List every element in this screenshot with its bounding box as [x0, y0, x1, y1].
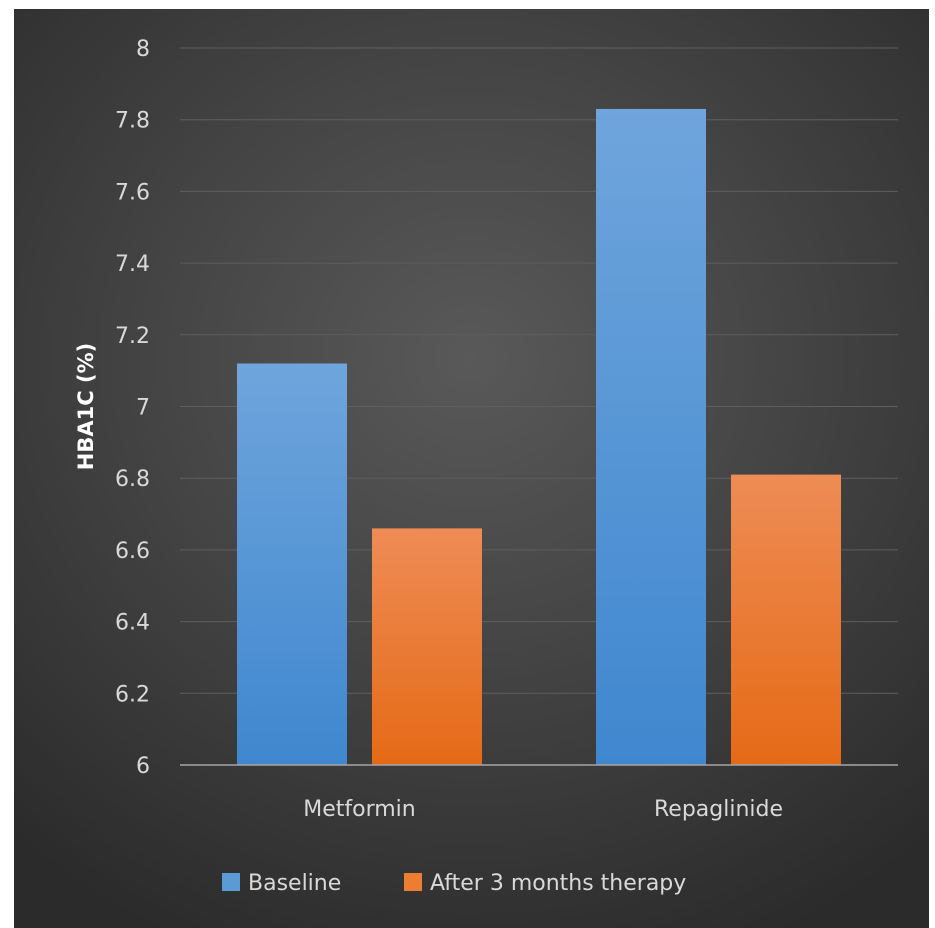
- y-tick-label: 7.4: [115, 252, 150, 277]
- legend-swatch: [404, 873, 422, 891]
- x-category-label: Metformin: [303, 797, 416, 822]
- legend-label: Baseline: [248, 871, 341, 896]
- x-axis-categories: Metformin Repaglinide: [303, 797, 783, 822]
- y-axis-label: HBA1C (%): [74, 343, 98, 470]
- y-tick-label: 8: [136, 37, 150, 62]
- y-tick-label: 6.8: [115, 467, 150, 492]
- bar-repaglinide-after-therapy: [731, 474, 841, 765]
- y-tick-label: 7.2: [115, 324, 150, 349]
- y-tick-label: 6.4: [115, 611, 150, 636]
- x-category-label: Repaglinide: [654, 797, 783, 822]
- y-tick-label: 7: [136, 396, 150, 421]
- chart-background: [14, 9, 929, 928]
- legend: Baseline After 3 months therapy: [222, 871, 686, 896]
- y-tick-label: 6: [136, 754, 150, 779]
- y-tick-label: 6.6: [115, 539, 150, 564]
- legend-label: After 3 months therapy: [430, 871, 686, 896]
- bar-metformin-after-therapy: [372, 528, 482, 765]
- bars: [237, 108, 841, 765]
- legend-swatch: [222, 873, 240, 891]
- y-tick-label: 7.6: [115, 180, 150, 205]
- y-tick-label: 7.8: [115, 109, 150, 134]
- bar-repaglinide-baseline: [596, 108, 706, 765]
- bar-metformin-baseline: [237, 363, 347, 765]
- y-tick-label: 6.2: [115, 682, 150, 707]
- y-axis-ticks: 6 6.2 6.4 6.6 6.8 7 7.2 7.4 7.6 7.8 8: [115, 37, 150, 779]
